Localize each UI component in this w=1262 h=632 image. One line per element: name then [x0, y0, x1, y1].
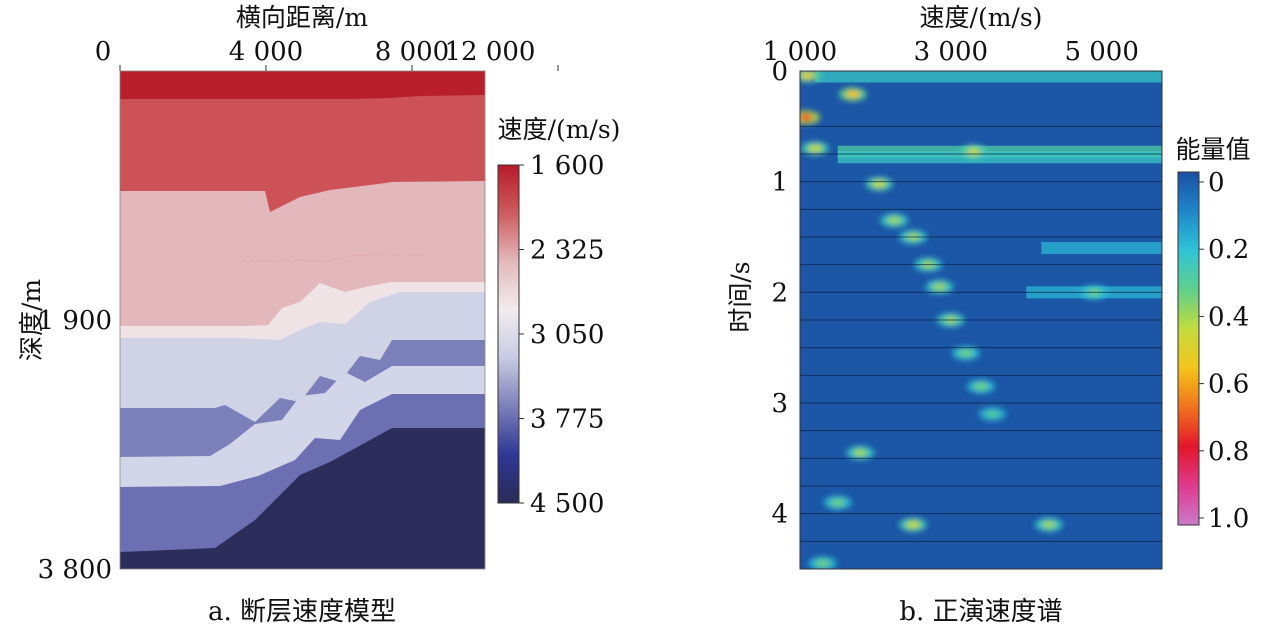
panel-a-caption: a. 断层速度模型 [208, 597, 396, 627]
colorbar-b-tick-label: 0.4 [1208, 302, 1249, 332]
colorbar-b-tick-label: 0.2 [1208, 235, 1249, 265]
panel-b-y-tick-label: 2 [771, 278, 788, 308]
colorbar-a-ticks: 1 600 2 325 3 050 3 775 4 500 [519, 151, 604, 519]
energy-peak [974, 382, 988, 391]
panel-b-y-tick-label: 1 [771, 168, 788, 198]
energy-peak [1041, 520, 1056, 529]
panel-b-y-ticks: 0 1 2 3 4 [771, 57, 806, 530]
energy-peak [853, 448, 868, 457]
panel-a-ylabel: 深度/m [17, 279, 46, 361]
colorbar-b-ticks: 0 0.2 0.4 0.6 0.8 1.0 [1199, 168, 1249, 534]
panel-b-x-tick-label: 3 000 [914, 37, 988, 67]
colorbar-b-label: 能量值 [1175, 135, 1250, 164]
colorbar-b [1177, 171, 1200, 526]
colorbar-a [497, 164, 520, 504]
panel-b-y-tick-label: 0 [771, 57, 788, 87]
colorbar-a-tick-label: 4 500 [530, 489, 604, 519]
spectrum-streak [815, 71, 1162, 83]
spectrum-time-lines [800, 125, 1162, 542]
panel-b-y-tick-label: 4 [771, 500, 788, 530]
colorbar-b-tick-label: 1.0 [1208, 504, 1249, 534]
colorbar-b-tick-label: 0 [1208, 168, 1225, 198]
panel-a-x-tick-label: 4 000 [229, 37, 303, 67]
panel-b-frame [799, 70, 1163, 570]
panel-b-x-tick-label: 5 000 [1064, 37, 1138, 67]
colorbar-a-label: 速度/(m/s) [498, 115, 621, 144]
panel-a-frame [119, 70, 486, 570]
spectrum-streak [837, 151, 1162, 164]
energy-peak [845, 90, 860, 99]
energy-peak [800, 113, 814, 122]
panel-b-ylabel: 时间/s [726, 261, 755, 332]
panel-a-y-ticks: 1 900 3 800 [38, 306, 112, 585]
spectrum-streak [1041, 242, 1162, 255]
panel-a-xlabel: 横向距离/m [236, 3, 368, 32]
energy-peak [800, 71, 815, 80]
layer-1-fill [120, 71, 485, 99]
energy-peak [872, 179, 887, 188]
panel-a-y-tick-label: 1 900 [38, 306, 112, 336]
panel-b-y-tick-label: 3 [771, 389, 788, 419]
panel-b-caption: b. 正演速度谱 [899, 597, 1062, 627]
colorbar-b-tick-label: 0.6 [1208, 370, 1249, 400]
velocity-spectrum-plot [800, 71, 1162, 569]
panel-a-x-tick-label: 12 000 [445, 37, 536, 67]
panel-b-xlabel: 速度/(m/s) [920, 3, 1043, 32]
energy-peak [966, 147, 981, 156]
panel-a-y-tick-label: 3 800 [38, 555, 112, 585]
colorbar-a-tick-label: 3 050 [530, 320, 604, 350]
energy-peaks [800, 71, 1109, 569]
velocity-model-plot [120, 71, 485, 569]
energy-peak [830, 498, 845, 507]
energy-peak [808, 144, 823, 153]
panel-b-x-tick-label: 1 000 [763, 37, 837, 67]
energy-peak [985, 410, 1000, 419]
energy-peak [906, 520, 921, 529]
layer-3b-fill [120, 181, 485, 262]
panel-a-x-tick-label: 8 000 [375, 37, 449, 67]
energy-peak [815, 559, 830, 568]
colorbar-b-tick-label: 0.8 [1208, 437, 1249, 467]
colorbar-a-tick-label: 3 775 [530, 405, 604, 435]
colorbar-a-tick-label: 2 325 [530, 236, 604, 266]
energy-peak [887, 216, 902, 225]
panel-a-x-tick-label: 0 [95, 37, 112, 67]
energy-peak [958, 349, 973, 358]
colorbar-a-tick-label: 1 600 [530, 151, 604, 181]
panel-b-x-ticks: 1 000 3 000 5 000 [763, 37, 1139, 77]
energy-peak [932, 282, 947, 291]
